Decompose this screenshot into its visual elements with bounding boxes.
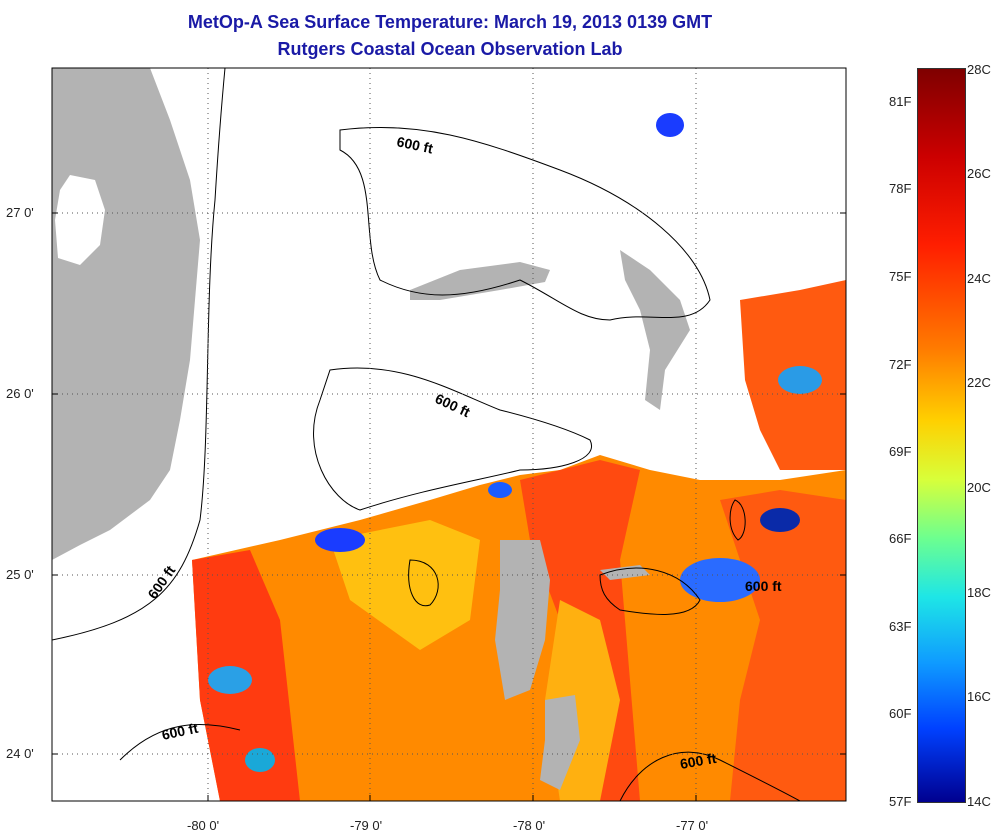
map-title: MetOp-A Sea Surface Temperature: March 1…	[187, 12, 713, 32]
colorbar-f-label: 75F	[889, 269, 912, 284]
colorbar-c-label: 16C	[967, 689, 991, 704]
colorbar-c-label: 20C	[967, 480, 991, 495]
andros-south	[540, 695, 580, 790]
colorbar-f-label: 63F	[889, 619, 912, 634]
abaco	[620, 250, 690, 410]
cold-patch	[245, 748, 275, 772]
map-subtitle: Rutgers Coastal Ocean Observation Lab	[277, 39, 623, 59]
colorbar-f-label: 69F	[889, 444, 912, 459]
colorbar-c-label: 26C	[967, 166, 991, 181]
contour-label: 600 ft	[144, 562, 178, 601]
contour-label: 600 ft	[395, 133, 434, 156]
lon-tick-label: -78 0'	[513, 818, 546, 833]
colorbar-c-label: 28C	[967, 62, 991, 77]
contour-600ft	[619, 751, 801, 801]
lon-tick-label: -77 0'	[676, 818, 709, 833]
contour-label: 600 ft	[745, 578, 782, 594]
contour-600ft	[52, 68, 226, 641]
lat-tick-label: 24 0'	[6, 746, 34, 761]
florida-land	[52, 68, 200, 560]
lon-tick-label: -79 0'	[350, 818, 383, 833]
colorbar-f-label: 72F	[889, 357, 912, 372]
colorbar-f-label: 81F	[889, 94, 912, 109]
andros	[495, 540, 550, 700]
contour-label: 600 ft	[160, 720, 199, 743]
contour-600ft	[729, 499, 746, 541]
colorbar-f-label: 57F	[889, 794, 912, 809]
grand-bahama	[410, 262, 550, 300]
lon-tick-label: -80 0'	[187, 818, 220, 833]
cold-patch	[208, 666, 252, 694]
cold-patch	[778, 366, 822, 394]
lat-tick-label: 27 0'	[6, 205, 34, 220]
cold-patch	[488, 482, 512, 498]
contour-600ft	[313, 367, 593, 511]
colorbar-c-label: 24C	[967, 271, 991, 286]
lat-tick-label: 25 0'	[6, 567, 34, 582]
colorbar-f-label: 60F	[889, 706, 912, 721]
eleuthera	[600, 565, 650, 580]
cold-patch	[315, 528, 365, 552]
cold-patch	[680, 558, 760, 602]
cold-patch	[760, 508, 800, 532]
lake-okeechobee	[55, 175, 105, 265]
sst-band-yellow	[330, 520, 480, 650]
contour-600ft	[339, 126, 711, 321]
colorbar-f-label: 66F	[889, 531, 912, 546]
cold-patch	[656, 113, 684, 137]
lat-tick-label: 26 0'	[6, 386, 34, 401]
colorbar-f-label: 78F	[889, 181, 912, 196]
contour-label: 600 ft	[433, 390, 473, 420]
colorbar-c-label: 22C	[967, 375, 991, 390]
colorbar-c-label: 14C	[967, 794, 991, 809]
contour-600ft	[119, 723, 241, 761]
contour-600ft	[408, 559, 439, 607]
contour-label: 600 ft	[679, 750, 718, 772]
temperature-colorbar	[917, 68, 966, 803]
contour-600ft	[599, 567, 701, 615]
colorbar-c-label: 18C	[967, 585, 991, 600]
